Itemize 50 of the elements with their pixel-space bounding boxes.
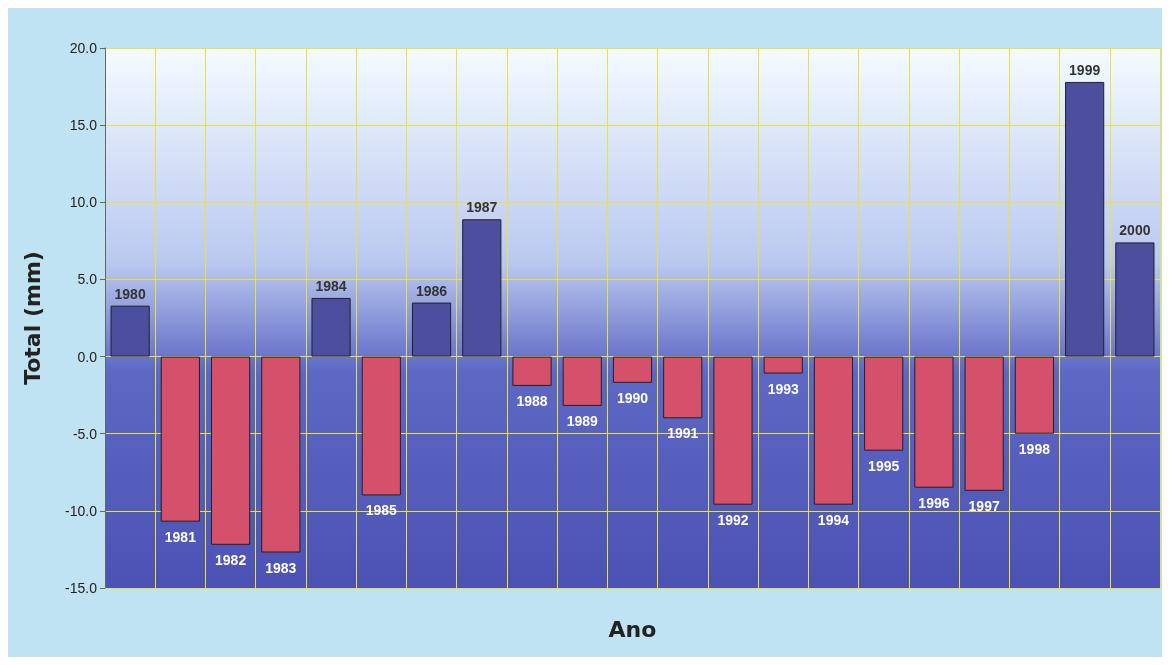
bar: [1115, 242, 1155, 357]
bar: [411, 302, 452, 357]
bar: [160, 356, 200, 522]
bar: [261, 356, 301, 553]
x-tick-label: 1984: [315, 277, 347, 294]
bar: [964, 356, 1004, 491]
x-tick-label: 1999: [1069, 61, 1101, 78]
bar: [110, 305, 150, 357]
y-tick-label: 0.0: [77, 348, 98, 365]
y-tick-label: -5.0: [72, 425, 98, 442]
bar: [813, 356, 854, 505]
x-tick-label: 1997: [968, 497, 1000, 514]
y-tick-label: -15.0: [65, 580, 98, 596]
x-tick-label: 1986: [415, 282, 448, 299]
bar: [663, 356, 703, 419]
bar: [1065, 81, 1105, 357]
x-tick-label: 1992: [717, 511, 749, 528]
x-tick-label: 2000: [1119, 222, 1151, 239]
bar: [211, 356, 251, 545]
bar: [612, 356, 653, 383]
y-tick-label: 20.0: [69, 40, 98, 56]
x-axis-title: Ano: [608, 616, 657, 642]
x-tick-label: 1982: [215, 551, 247, 568]
x-tick-label: 1996: [918, 494, 950, 511]
y-tick-label: 10.0: [69, 194, 98, 211]
x-tick-label: 1987: [466, 199, 498, 216]
bar: [562, 356, 602, 406]
x-tick-label: 1983: [265, 559, 297, 576]
x-tick-label: 1990: [616, 389, 649, 406]
x-tick-label: 1993: [767, 380, 799, 397]
x-tick-label: 1995: [868, 457, 900, 474]
y-tick-label: 5.0: [77, 271, 98, 288]
bar: [864, 356, 904, 451]
x-tick-label: 1994: [817, 511, 850, 528]
x-tick-label: 1989: [566, 412, 599, 429]
bar: [512, 356, 552, 386]
x-tick-label: 1981: [164, 528, 197, 545]
x-tick-label: 1998: [1018, 440, 1051, 457]
bar: [713, 356, 753, 505]
bar: [311, 297, 351, 357]
bar: [361, 356, 401, 496]
x-tick-label: 1980: [114, 285, 146, 302]
bar: [763, 356, 803, 374]
bar: [462, 219, 502, 357]
y-tick-label: 15.0: [69, 117, 98, 134]
bar: [914, 356, 954, 488]
y-tick-label: -10.0: [65, 502, 98, 519]
bar: [1014, 356, 1054, 434]
x-tick-label: 1988: [516, 392, 548, 409]
y-axis-title: Total (mm): [19, 251, 45, 385]
